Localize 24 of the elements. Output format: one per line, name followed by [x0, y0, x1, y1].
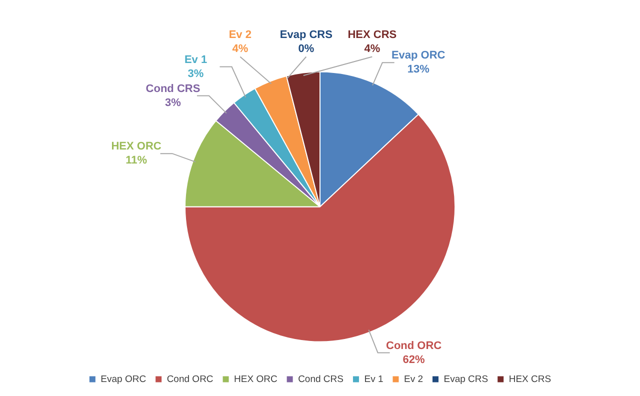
slice-label: HEX ORC [111, 140, 162, 153]
slice-label: Ev 2 [228, 28, 252, 41]
slice-label: Cond ORC [386, 340, 442, 352]
legend-label: Evap CRS [444, 374, 488, 385]
data-label: 11% [126, 154, 148, 167]
data-label: 4% [364, 42, 380, 55]
slice-label: Cond CRS [146, 82, 200, 95]
data-label: 13% [407, 64, 430, 76]
legend-label: HEX ORC [234, 374, 278, 385]
data-label: 3% [188, 68, 204, 80]
text: 0% [298, 42, 314, 55]
legend-label: Ev 1 [364, 374, 384, 385]
legend-label: Evap ORC [100, 374, 146, 385]
slice-label: Ev 1 [184, 54, 208, 66]
slice-label: Evap ORC [391, 50, 446, 62]
legend-label: HEX CRS [508, 374, 552, 385]
legend-label: Cond CRS [298, 374, 344, 385]
data-label: 4% [232, 42, 248, 55]
slice-label: HEX CRS [348, 28, 397, 41]
data-label: 3% [165, 96, 182, 109]
data-label: 62% [402, 354, 426, 366]
legend-label: Ev 2 [404, 374, 424, 385]
legend-label: Cond ORC [166, 374, 214, 385]
category-label: Evap CRS [280, 28, 332, 41]
